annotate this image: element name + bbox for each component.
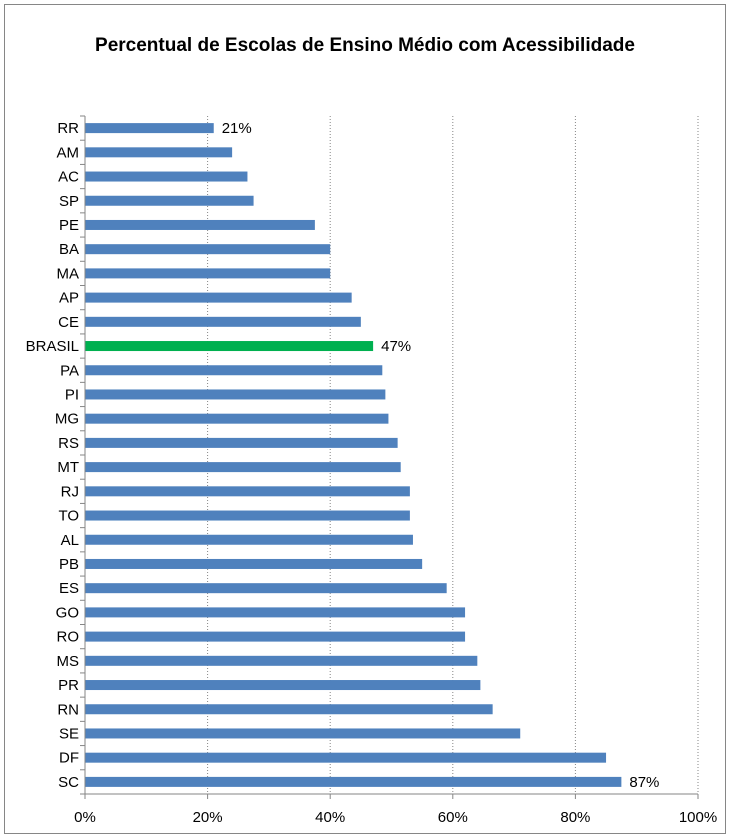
bar-ac [85,171,248,182]
category-label: AP [59,290,79,307]
category-label: RR [57,120,79,137]
data-label: 87% [629,774,659,791]
category-label: BRASIL [26,338,79,355]
bar-pa [85,365,383,376]
bar-rs [85,437,398,448]
bar-am [85,147,233,158]
bar-al [85,534,413,545]
x-tick-label: 60% [438,809,468,826]
bar-ro [85,631,466,642]
bar-ma [85,268,331,279]
category-label: DF [59,750,79,767]
gridlines [207,116,699,794]
category-label: AM [57,144,80,161]
category-label: RJ [61,483,79,500]
x-tick-label: 80% [560,809,590,826]
category-label: PB [59,556,79,573]
bar-mt [85,462,401,473]
data-label: 21% [222,120,252,137]
x-tick-label: 0% [74,809,96,826]
bar-pr [85,680,481,691]
category-label: MA [57,265,80,282]
bar-to [85,510,410,521]
category-label: AL [61,532,79,549]
category-label: TO [58,508,79,525]
category-label: GO [56,604,79,621]
bar-sc [85,776,622,787]
bar-es [85,583,447,594]
bar-go [85,607,466,618]
bar-pe [85,219,315,230]
bar-ba [85,244,331,255]
category-label: SE [59,725,79,742]
category-label: CE [58,314,79,331]
category-label: AC [58,169,79,186]
bar-df [85,752,607,763]
bar-rr [85,123,214,134]
category-label: RO [57,629,80,646]
bar-rj [85,486,410,497]
category-label: PR [58,677,79,694]
category-label: PA [60,362,79,379]
bar-pi [85,389,386,400]
category-label: RS [58,435,79,452]
x-tick-label: 20% [193,809,223,826]
data-label: 47% [381,338,411,355]
category-label: MS [57,653,80,670]
bar-pb [85,558,423,569]
category-label: SC [58,774,79,791]
category-label: RN [57,701,79,718]
bars [85,123,622,787]
labels: 0% 20% 40% 60% 80% 100% RR 21% AM AC SP PE BA MA AP CE B… [26,120,718,826]
x-tick-label: 40% [315,809,345,826]
chart-title: Percentual de Escolas de Ensino Médio co… [95,35,635,56]
bar-sp [85,195,254,206]
category-label: MG [55,411,79,428]
bar-ap [85,292,352,303]
bar-brasil [85,341,374,352]
category-label: SP [59,193,79,210]
x-tick-label: 100% [679,809,717,826]
category-label: PI [65,386,79,403]
bar-se [85,728,521,739]
category-label: ES [59,580,79,597]
bar-mg [85,413,389,424]
bar-ce [85,316,361,327]
bar-ms [85,655,478,666]
axes [80,115,699,799]
category-label: MT [57,459,79,476]
category-label: BA [59,241,79,258]
bar-rn [85,704,493,715]
category-label: PE [59,217,79,234]
